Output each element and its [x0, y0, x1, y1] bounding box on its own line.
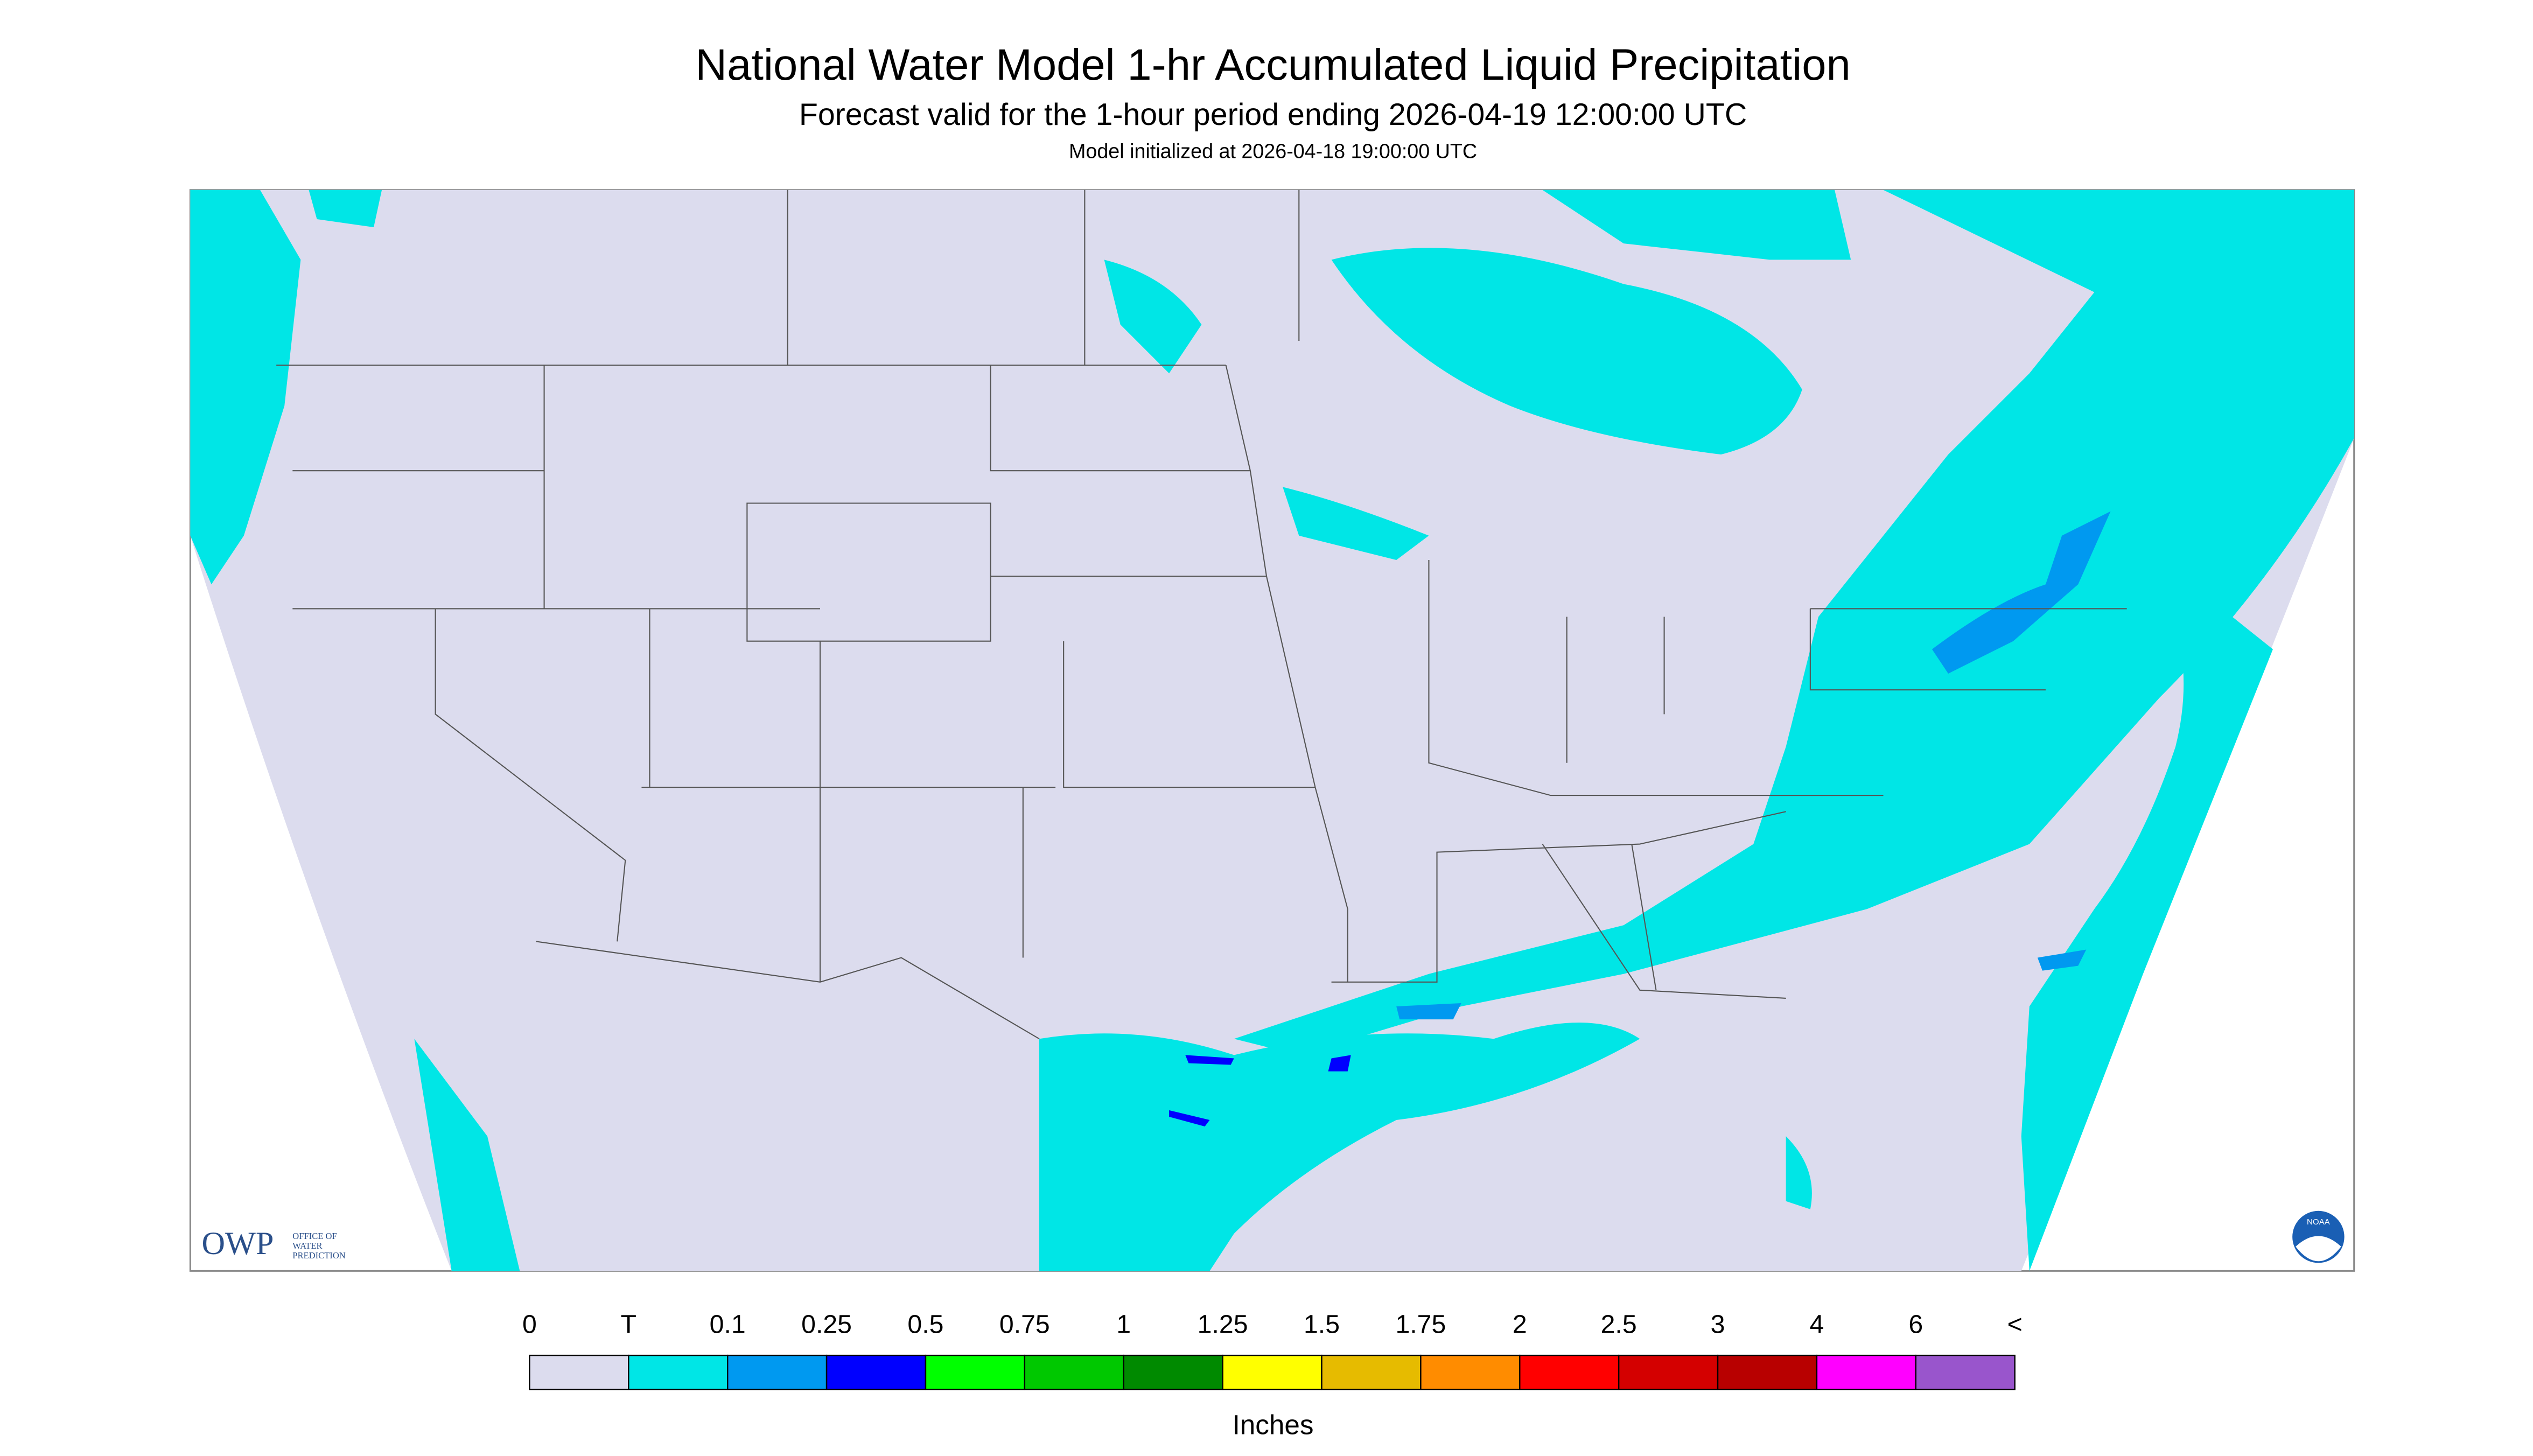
- legend-label: 0: [522, 1310, 537, 1339]
- owp-logo: OWP OFFICE OF WATER PREDICTION: [201, 1226, 345, 1262]
- legend-label: 1.25: [1198, 1310, 1248, 1339]
- legend-label: 0.1: [710, 1310, 746, 1339]
- legend-label: 0.25: [801, 1310, 852, 1339]
- map-panel: OWP OFFICE OF WATER PREDICTION NOAA: [189, 189, 2355, 1272]
- legend-label: 0.75: [999, 1310, 1050, 1339]
- precip-light: [190, 190, 2354, 1271]
- legend-label: T: [621, 1310, 636, 1339]
- legend-label: 0.5: [907, 1310, 943, 1339]
- noaa-logo-text: NOAA: [2307, 1217, 2331, 1227]
- legend-swatch: [925, 1354, 1026, 1390]
- legend-swatch: [1024, 1354, 1124, 1390]
- model-domain: [190, 190, 2354, 1271]
- legend-label: <: [2007, 1310, 2023, 1339]
- legend-swatch: [1123, 1354, 1223, 1390]
- state-boundaries: [276, 190, 2127, 1040]
- owp-logo-line: OFFICE OF: [292, 1231, 337, 1241]
- legend: Inches 0 T 0.1 0.25 0.5 0.75 1 1.25 1.5 1.75 2 2.5 3…: [522, 1310, 2023, 1440]
- legend-label: 1: [1116, 1310, 1131, 1339]
- legend-swatch: [726, 1354, 828, 1390]
- owp-logo-line: PREDICTION: [292, 1250, 345, 1261]
- legend-label: 2: [1513, 1310, 1527, 1339]
- legend-swatch: [1816, 1354, 1917, 1390]
- legend-label: 2.5: [1601, 1310, 1637, 1339]
- legend-label: 4: [1809, 1310, 1824, 1339]
- legend-label: 1.75: [1395, 1310, 1446, 1339]
- legend-label: 6: [1908, 1310, 1923, 1339]
- owp-logo-text: OWP: [201, 1226, 274, 1262]
- legend-unit: Inches: [1233, 1409, 1314, 1440]
- legend-swatch: [1420, 1354, 1521, 1390]
- owp-logo-subtext: OFFICE OF WATER PREDICTION: [292, 1231, 345, 1261]
- subtitle: Forecast valid for the 1-hour period end…: [799, 97, 1747, 132]
- legend-swatch: [825, 1354, 927, 1390]
- legend-swatch: [1915, 1354, 2016, 1390]
- noaa-logo-wave: [2296, 1236, 2341, 1262]
- legend-swatch: [529, 1354, 629, 1390]
- title: National Water Model 1-hr Accumulated Li…: [695, 40, 1850, 89]
- legend-swatch: [1618, 1354, 1719, 1390]
- precip-moderate: [1396, 511, 2111, 1020]
- legend-swatch: [1717, 1354, 1818, 1390]
- legend-label: 3: [1711, 1310, 1725, 1339]
- noaa-logo: NOAA: [2292, 1210, 2345, 1263]
- legend-label: 1.5: [1304, 1310, 1340, 1339]
- init-time: Model initialized at 2026-04-18 19:00:00…: [1069, 139, 1477, 162]
- legend-swatch: [1321, 1354, 1422, 1390]
- legend-swatch: [1222, 1354, 1323, 1390]
- legend-swatch: [1519, 1354, 1620, 1390]
- legend-swatch: [628, 1354, 729, 1390]
- owp-logo-line: WATER: [292, 1241, 323, 1251]
